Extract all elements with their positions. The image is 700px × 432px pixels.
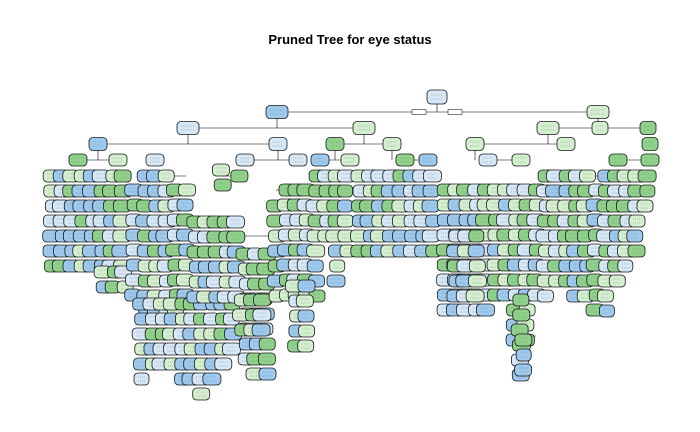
tree-node: [556, 137, 576, 151]
root-node: [426, 89, 448, 105]
tree-node: [467, 274, 487, 288]
tree-node: [636, 199, 654, 213]
tree-node: [298, 324, 316, 338]
tree-node: [68, 153, 88, 167]
split-label: [411, 109, 427, 115]
tree-node: [608, 153, 628, 167]
tree-node: [258, 337, 276, 351]
tree-node: [157, 169, 175, 183]
tree-node: [202, 372, 222, 386]
tree-node: [627, 244, 646, 258]
tree-node: [421, 199, 440, 213]
tree-node: [626, 229, 644, 243]
tree-node: [221, 342, 241, 356]
tree-node: [297, 309, 315, 323]
tree-node: [637, 169, 657, 183]
tree-node: [326, 274, 346, 288]
tree-node: [306, 259, 324, 273]
tree-node: [639, 121, 657, 135]
tree-node: [108, 153, 128, 167]
tree-node: [213, 178, 232, 192]
tree-node: [329, 259, 346, 273]
tree-node: [641, 137, 659, 151]
tree-node: [337, 184, 354, 198]
tree-node: [579, 169, 596, 183]
tree-node: [418, 153, 438, 167]
tree-node: [465, 289, 485, 303]
tree-node: [252, 308, 272, 322]
tree-node: [268, 137, 288, 151]
tree-node: [515, 348, 532, 362]
tree-node: [230, 169, 249, 183]
tree-node: [340, 153, 360, 167]
tree-node: [536, 121, 560, 135]
tree-node: [226, 230, 246, 244]
tree-node: [325, 137, 345, 151]
tree-node: [514, 333, 533, 347]
tree-node: [476, 303, 495, 317]
tree-node: [382, 137, 402, 151]
tree-node: [617, 259, 634, 273]
tree-node: [599, 304, 615, 318]
tree-node: [597, 289, 614, 303]
tree-node: [176, 198, 194, 212]
tree-node: [478, 153, 498, 167]
tree-node: [297, 279, 316, 293]
tree-node: [178, 183, 196, 197]
tree-node: [465, 137, 485, 151]
chart-title: Pruned Tree for eye status: [268, 32, 432, 47]
tree-node: [253, 293, 272, 307]
tree-node: [265, 105, 289, 119]
tree-node: [422, 169, 442, 183]
tree-node: [608, 274, 626, 288]
tree-node: [214, 357, 233, 371]
tree-node: [591, 121, 609, 135]
split-label: [447, 109, 463, 115]
tree-node: [511, 153, 531, 167]
tree-node: [512, 308, 531, 322]
tree-node: [628, 214, 646, 228]
tree-node: [113, 169, 132, 183]
tree-node: [251, 323, 271, 337]
tree-node: [337, 199, 354, 213]
tree-node: [88, 137, 108, 151]
tree-node: [133, 372, 150, 386]
tree-node: [514, 363, 532, 377]
tree-node: [586, 105, 610, 119]
tree-node: [467, 244, 485, 258]
tree-node: [211, 163, 230, 177]
tree-node: [310, 153, 330, 167]
tree-node: [640, 153, 660, 167]
tree-node: [468, 229, 485, 243]
tree-node: [297, 339, 315, 353]
tree-node: [639, 184, 656, 198]
tree-node: [512, 293, 530, 307]
tree-node: [537, 289, 554, 303]
tree-node: [258, 367, 277, 381]
tree-node: [257, 352, 276, 366]
tree-node: [235, 153, 255, 167]
tree-node: [352, 121, 376, 135]
tree-node: [468, 259, 486, 273]
tree-nodes: [42, 89, 660, 401]
tree-node: [395, 153, 415, 167]
tree-node: [336, 214, 354, 228]
tree-node: [225, 215, 245, 229]
tree-node: [306, 244, 326, 258]
tree-node: [422, 184, 440, 198]
tree-node: [145, 153, 165, 167]
tree-node: [192, 387, 211, 401]
tree-node: [295, 294, 314, 308]
tree-node: [288, 153, 308, 167]
tree-node: [176, 121, 200, 135]
